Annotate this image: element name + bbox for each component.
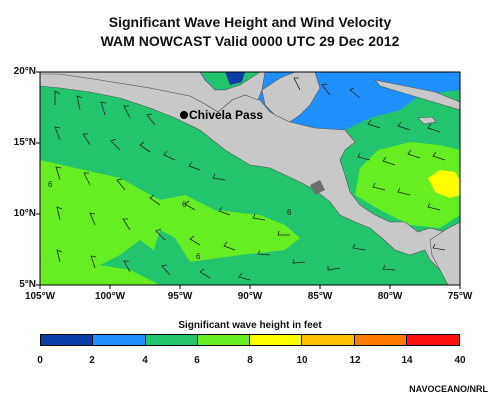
contour-label: 6	[287, 208, 292, 217]
legend-tick: 8	[247, 355, 253, 366]
legend-tick: 2	[89, 355, 95, 366]
yucatan-land	[261, 72, 321, 123]
latitude-label: 20°N	[13, 66, 36, 77]
wave-zone-8-10ft	[428, 170, 460, 198]
wave-zone-6-8ft-south	[40, 262, 160, 285]
color-scale-segment	[93, 335, 146, 345]
color-scale-segment	[41, 335, 94, 345]
color-scale-segment	[197, 335, 250, 345]
color-scale-segment	[354, 335, 407, 345]
longitude-label: 80°W	[377, 291, 403, 302]
latitude-label: 15°N	[13, 137, 36, 148]
south-america-land	[429, 221, 460, 285]
wave-zone-4-6ft-patch	[150, 230, 190, 262]
mexico-land	[40, 72, 266, 113]
chart-title: Significant Wave Height and Wind Velocit…	[108, 14, 392, 30]
caribbean-zone-4-6ft	[345, 90, 460, 168]
longitude-label: 90°W	[237, 291, 263, 302]
longitude-label: 85°W	[307, 291, 333, 302]
legend-tick: 4	[142, 355, 148, 366]
color-scale-segment	[145, 335, 198, 345]
color-scale-bar	[40, 334, 460, 346]
jamaica-land	[417, 116, 437, 125]
contour-label: 6	[48, 180, 53, 189]
longitude-label: 100°W	[94, 291, 126, 302]
wind-barbs	[54, 77, 446, 281]
axis-ticks	[36, 71, 461, 289]
legend-tick: 6	[194, 355, 200, 366]
legend-tick: 0	[37, 355, 43, 366]
location-marker-icon	[180, 111, 188, 119]
longitude-label: 95°W	[167, 291, 193, 302]
longitude-label: 105°W	[24, 291, 56, 302]
wave-zone-6-8ft	[40, 160, 300, 268]
latitude-label: 5°N	[19, 279, 36, 290]
contour-label: 6	[182, 200, 187, 209]
legend-title: Significant wave height in feet	[178, 320, 322, 331]
longitude-label: 75°W	[447, 291, 473, 302]
color-scale-segment	[302, 335, 355, 345]
credit-label: NAVOCEANO/NRL	[409, 384, 488, 394]
color-scale-segment	[406, 335, 459, 345]
legend-tick: 40	[454, 355, 466, 366]
contour-label: 6	[196, 252, 201, 261]
legend-tick: 10	[296, 355, 308, 366]
latitude-label: 10°N	[13, 208, 36, 219]
legend-tick: 14	[401, 355, 413, 366]
legend-tick: 12	[349, 355, 361, 366]
wave-zone-0-2ft-north	[225, 72, 245, 85]
chart-subtitle: WAM NOWCAST Valid 0000 UTC 29 Dec 2012	[100, 33, 400, 49]
lake-nicaragua	[310, 180, 325, 195]
cuba-land	[374, 79, 460, 111]
place-label-chivela-pass: Chivela Pass	[189, 108, 264, 122]
caribbean-zone-6-8ft	[355, 142, 460, 228]
color-scale-segment	[250, 335, 303, 345]
